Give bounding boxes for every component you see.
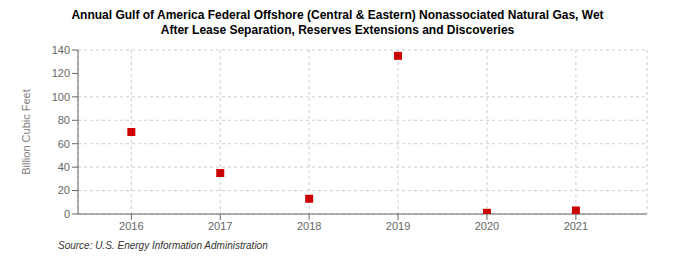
svg-text:2018: 2018: [297, 220, 321, 232]
svg-text:140: 140: [52, 44, 70, 56]
svg-text:80: 80: [58, 114, 70, 126]
svg-text:2016: 2016: [119, 220, 143, 232]
svg-text:2021: 2021: [564, 220, 588, 232]
svg-text:Billion Cubic Feet: Billion Cubic Feet: [20, 89, 32, 175]
svg-text:20: 20: [58, 184, 70, 196]
svg-text:100: 100: [52, 91, 70, 103]
svg-text:2020: 2020: [475, 220, 499, 232]
svg-text:60: 60: [58, 138, 70, 150]
svg-text:0: 0: [64, 208, 70, 220]
html-text:Source: U.S. Energy Informatio: Source: U.S. Energy Information Administ…: [58, 240, 268, 251]
html-text:After Lease Separation, Reserv: After Lease Separation, Reserves Extensi…: [160, 23, 515, 37]
html-text:Annual Gulf of America Federal: Annual Gulf of America Federal Offshore …: [71, 8, 604, 22]
svg-text:120: 120: [52, 67, 70, 79]
svg-text:2019: 2019: [386, 220, 410, 232]
svg-text:2017: 2017: [208, 220, 232, 232]
svg-text:40: 40: [58, 161, 70, 173]
